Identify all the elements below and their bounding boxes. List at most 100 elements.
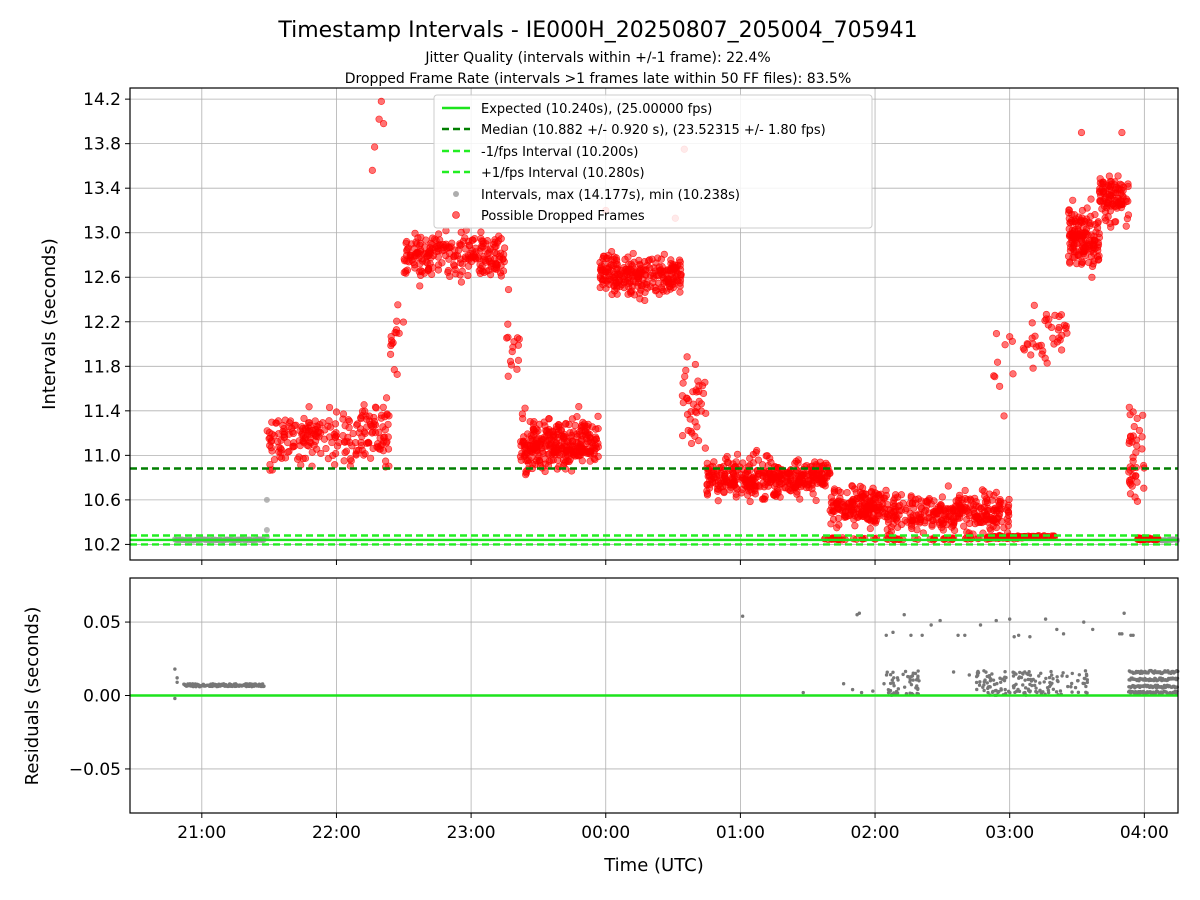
- dropped-frame-point: [1065, 206, 1073, 214]
- dropped-frame-point: [610, 274, 618, 282]
- dropped-frame-point: [542, 427, 550, 435]
- dropped-frame-point: [346, 455, 354, 463]
- residual-point: [951, 670, 956, 674]
- dropped-frame-point: [361, 429, 369, 438]
- dropped-frame-point: [944, 482, 952, 490]
- dropped-frame-point: [924, 514, 932, 522]
- residual-point: [740, 614, 745, 618]
- dropped-frame-point: [651, 283, 659, 292]
- dropped-frame-point: [1080, 229, 1089, 237]
- dropped-frame-point: [349, 429, 357, 438]
- dropped-frame-point: [675, 256, 684, 264]
- residual-point: [884, 633, 888, 637]
- dropped-frame-point: [342, 447, 351, 455]
- dropped-frame-point: [912, 511, 920, 519]
- residual-point: [992, 682, 997, 687]
- dropped-frame-point: [1138, 433, 1146, 441]
- residual-point: [911, 678, 915, 682]
- dropped-frame-point: [992, 329, 1001, 338]
- dropped-frame-point: [687, 439, 696, 448]
- dropped-frame-point: [793, 488, 801, 496]
- dropped-frame-point: [461, 245, 469, 253]
- x-tick-label: 01:00: [716, 823, 765, 843]
- dropped-frame-point: [321, 426, 329, 434]
- residual-point: [1028, 690, 1032, 694]
- dropped-frame-point: [796, 474, 804, 483]
- dropped-frame-point: [1100, 187, 1108, 196]
- dropped-frame-point: [688, 429, 696, 437]
- residual-point: [996, 690, 1000, 695]
- dropped-frame-point: [996, 382, 1004, 390]
- residual-point: [975, 687, 979, 692]
- dropped-frame-point: [833, 524, 841, 532]
- residual-point: [1082, 676, 1087, 681]
- bottom-y-tick-label: 0.05: [83, 613, 121, 633]
- residual-point: [1023, 686, 1028, 690]
- residual-point: [801, 690, 805, 695]
- dropped-frame-point: [471, 234, 479, 243]
- dropped-frame-point: [779, 471, 787, 479]
- dropped-frame-point: [1000, 412, 1008, 420]
- dropped-frame-point: [992, 523, 1001, 532]
- dropped-frame-point: [501, 244, 509, 252]
- dropped-frame-point: [513, 365, 521, 373]
- residual-point: [978, 623, 983, 627]
- dropped-frame-point: [990, 372, 998, 380]
- residual-point: [1000, 677, 1005, 681]
- bottom-y-tick-label: 0.00: [83, 687, 121, 707]
- residual-point: [175, 676, 179, 680]
- dropped-frame-point: [856, 502, 865, 511]
- dropped-frame-point: [683, 410, 692, 419]
- legend-entry-expected: Expected (10.240s), (25.00000 fps): [481, 102, 712, 117]
- dropped-frame-point: [679, 379, 687, 387]
- dropped-frame-point: [411, 229, 419, 237]
- dropped-frame-point: [1124, 197, 1132, 205]
- dropped-frame-point: [770, 468, 778, 476]
- top-panel-y-ticks: 10.2 10.6 11.0 11.4 11.8 12.2 12.6 13.0 13.4 13.8…: [83, 90, 130, 555]
- dropped-frame-point: [907, 493, 915, 502]
- residual-point: [1129, 633, 1133, 637]
- residual-point: [1011, 674, 1016, 678]
- residual-point: [859, 690, 864, 695]
- dropped-frame-point: [837, 488, 845, 496]
- dropped-frame-point: [717, 479, 725, 487]
- dropped-frame-point: [627, 288, 635, 296]
- bottom-panel-x-ticks: 21:00 22:00 23:00 00:00 01:00 02:00 03:00 04:00: [177, 813, 1169, 843]
- top-y-tick-label: 10.2: [83, 535, 121, 555]
- dropped-frame-point: [267, 444, 275, 452]
- dropped-frame-point: [1053, 338, 1061, 346]
- residual-point: [982, 688, 986, 693]
- dropped-frame-point: [997, 506, 1005, 514]
- dropped-frame-point: [560, 432, 568, 440]
- residual-point: [1017, 676, 1021, 680]
- residual-point: [1051, 687, 1056, 691]
- dropped-frame-point: [971, 520, 979, 528]
- residual-point: [1007, 617, 1012, 621]
- dropped-frame-point: [869, 484, 877, 492]
- dropped-frame-point: [1028, 319, 1036, 327]
- dropped-frame-point: [776, 480, 784, 489]
- dropped-frame-point: [989, 516, 997, 524]
- dropped-frame-point: [751, 487, 759, 495]
- dropped-frame-point: [768, 475, 776, 484]
- dropped-frame-point: [362, 412, 370, 420]
- dropped-frame-point: [897, 491, 906, 499]
- dropped-frame-point: [431, 235, 439, 243]
- residual-point: [988, 685, 992, 689]
- dropped-frame-point: [1125, 478, 1134, 486]
- residual-point: [1056, 679, 1060, 684]
- dropped-frame-point: [492, 265, 501, 274]
- dropped-frame-point: [1117, 190, 1125, 198]
- dropped-frame-point: [1027, 351, 1035, 359]
- dropped-frame-point: [691, 360, 699, 369]
- dropped-frame-point: [1042, 310, 1050, 319]
- dropped-frame-point: [288, 424, 296, 432]
- dropped-frame-point: [960, 522, 968, 530]
- residual-point: [985, 674, 989, 679]
- residual-point: [891, 630, 895, 635]
- dropped-frame-point: [1069, 196, 1077, 204]
- top-y-tick-label: 12.2: [83, 313, 121, 333]
- residual-point: [888, 681, 893, 686]
- dropped-frame-point: [744, 491, 752, 499]
